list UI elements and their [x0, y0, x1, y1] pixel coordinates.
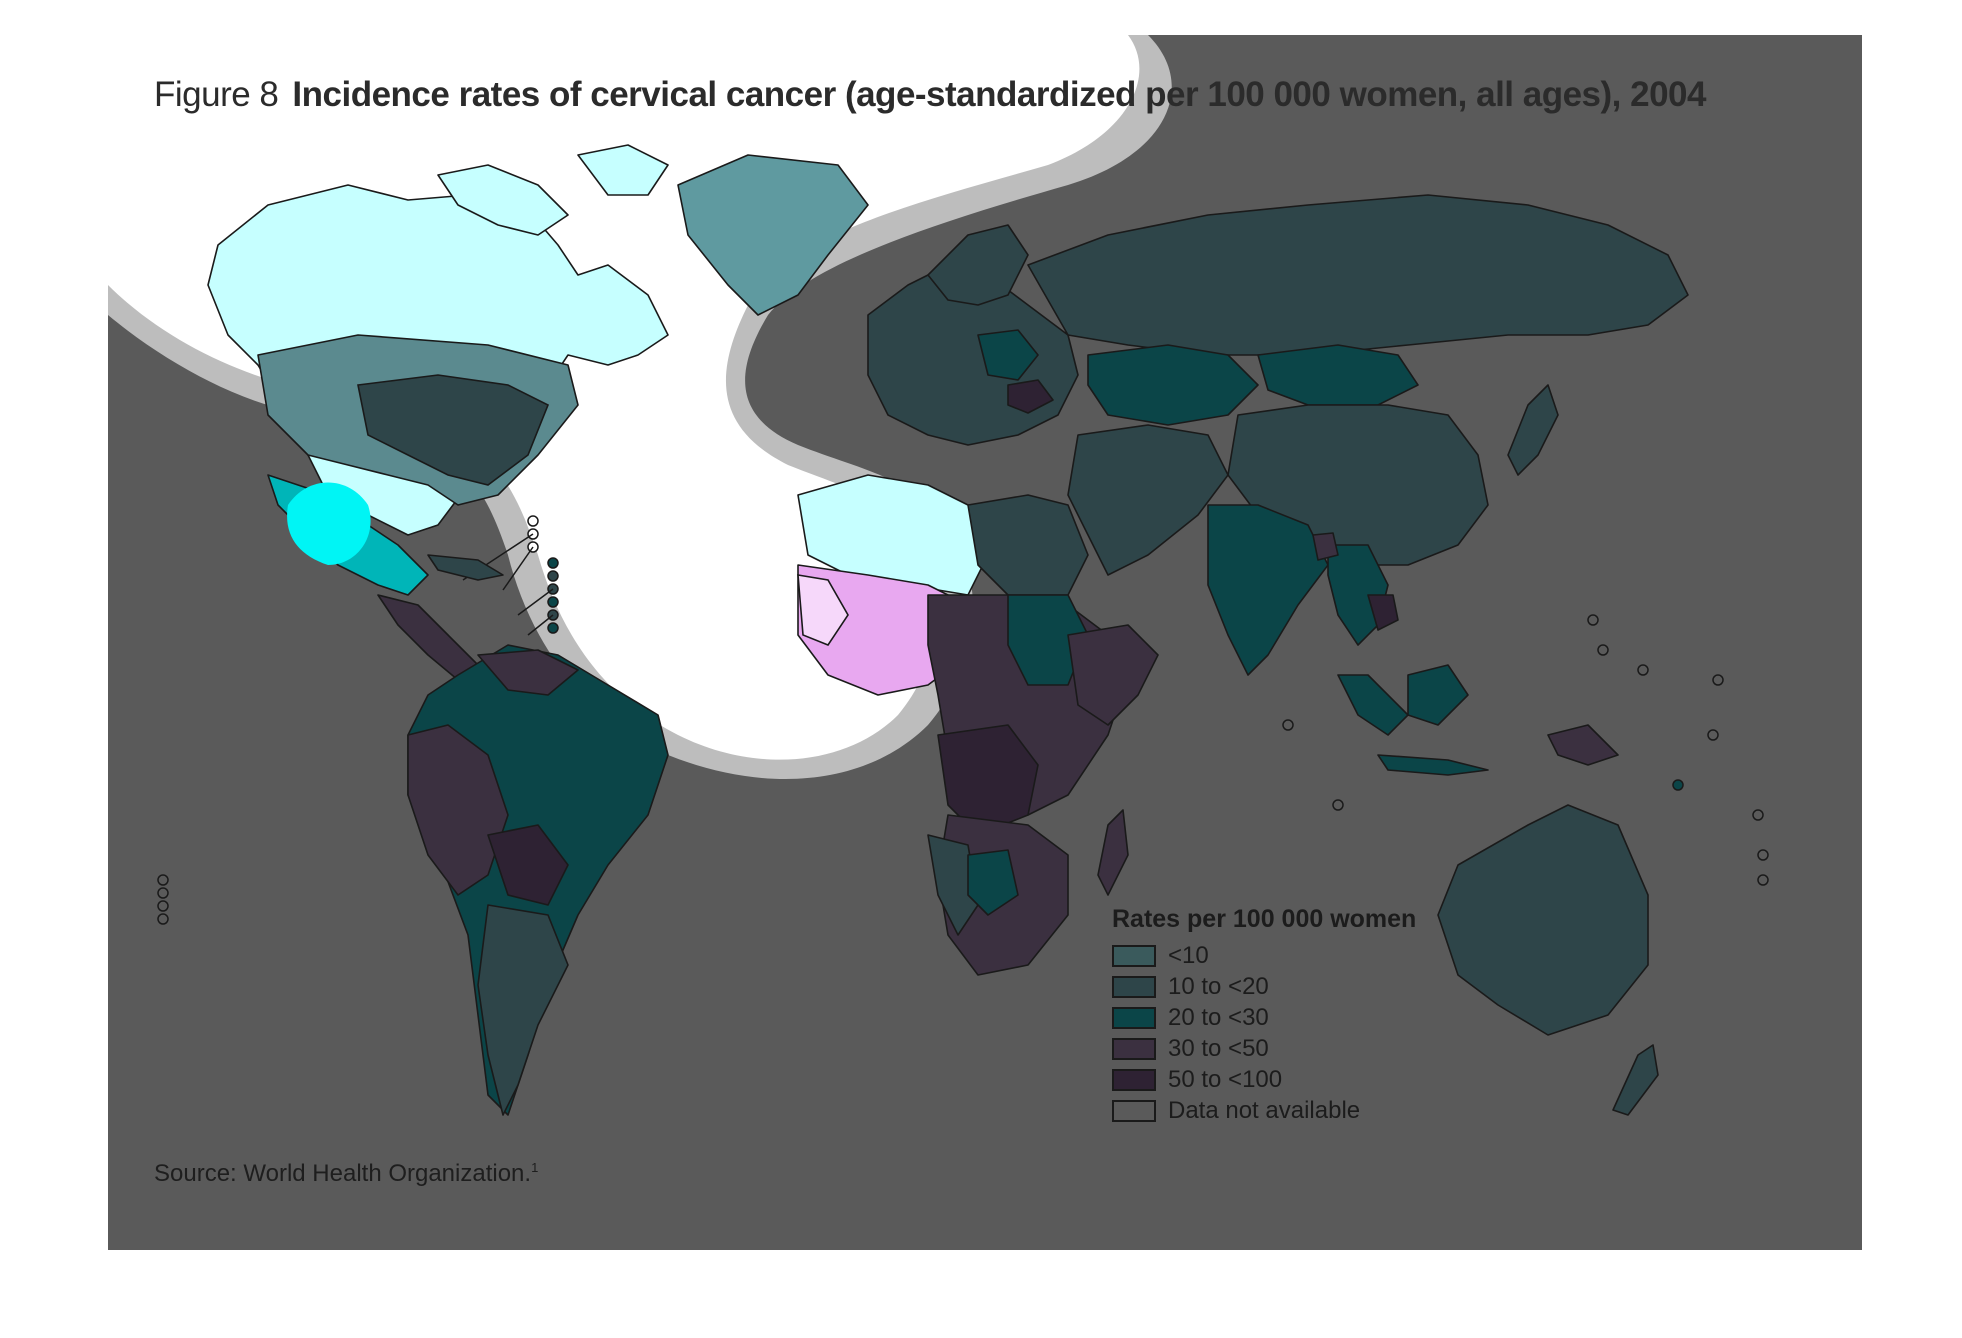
figure-title-text: Incidence rates of cervical cancer (age-…: [292, 75, 1706, 114]
region-cambodia: [1367, 594, 1399, 631]
region-venezuela: [477, 649, 579, 696]
legend-swatch-20-30: [1112, 1006, 1156, 1029]
region-madagascar: [1097, 809, 1129, 896]
region-new-zealand: [1612, 1044, 1659, 1116]
region-papua: [1547, 724, 1619, 766]
legend-label-50-100: 50 to <100: [1168, 1065, 1283, 1093]
legend-swatch-lt10: [1112, 944, 1156, 967]
region-drc: [937, 724, 1039, 836]
region-southeast-asia: [1327, 544, 1389, 646]
legend-swatch-10-20: [1112, 975, 1156, 998]
region-mongolia: [1257, 344, 1419, 406]
region-java: [1377, 754, 1489, 776]
source-ref: 1: [531, 1160, 539, 1175]
region-scandinavia: [927, 224, 1029, 306]
region-east-africa: [1067, 624, 1159, 726]
legend-item-30-50: 30 to <50: [1112, 1033, 1472, 1064]
caribbean-islands: [462, 515, 559, 636]
region-arctic-islands-2: [577, 144, 669, 196]
legend-label-10-20: 10 to <20: [1168, 972, 1269, 1000]
map-legend: Rates per 100 000 women <10 10 to <20 20…: [1112, 905, 1472, 1126]
legend-item-10-20: 10 to <20: [1112, 971, 1472, 1002]
region-namibia: [927, 834, 979, 936]
region-bolivia: [487, 824, 569, 906]
legend-label-20-30: 20 to <30: [1168, 1003, 1269, 1031]
pacific-islands: [1282, 614, 1769, 886]
region-middle-east: [1067, 424, 1229, 576]
region-central-america: [377, 594, 479, 681]
legend-label-lt10: <10: [1168, 941, 1209, 969]
legend-item-20-30: 20 to <30: [1112, 1002, 1472, 1033]
region-andes: [407, 724, 509, 896]
region-cuba: [427, 554, 504, 581]
region-sudan: [1007, 594, 1089, 686]
legend-item-50-100: 50 to <100: [1112, 1064, 1472, 1095]
atlantic-islands: [157, 874, 169, 925]
legend-swatch-30-50: [1112, 1037, 1156, 1060]
region-russia: [1027, 194, 1689, 356]
source-text: Source: World Health Organization.: [154, 1160, 532, 1187]
region-usa-east: [357, 374, 550, 486]
legend-label-30-50: 30 to <50: [1168, 1034, 1269, 1062]
region-romania: [1007, 379, 1054, 414]
region-eastern-europe: [977, 329, 1039, 381]
legend-swatch-50-100: [1112, 1068, 1156, 1091]
region-borneo: [1407, 664, 1469, 726]
source-note: Source: World Health Organization.1: [154, 1160, 538, 1188]
region-greenland: [677, 154, 869, 316]
world-map: [108, 35, 1769, 1116]
figure-label: Figure 8: [154, 75, 279, 114]
region-india: [1207, 504, 1329, 676]
region-argentina: [477, 904, 569, 1116]
region-japan: [1507, 384, 1559, 476]
region-arctic-islands: [437, 164, 569, 236]
region-australia: [1437, 804, 1649, 1036]
legend-title: Rates per 100 000 women: [1112, 905, 1417, 933]
legend-item-na: Data not available: [1112, 1095, 1472, 1126]
region-central-asia: [1087, 344, 1259, 426]
region-botswana: [967, 849, 1019, 916]
map-figure: Figure 8 Incidence rates of cervical canc…: [108, 35, 1862, 1250]
legend-swatch-na: [1112, 1099, 1156, 1122]
region-egypt-libya: [967, 494, 1089, 596]
legend-label-na: Data not available: [1168, 1096, 1361, 1124]
region-north-africa: [797, 474, 989, 596]
legend-item-lt10: <10: [1112, 940, 1472, 971]
region-mexico-glow: [287, 482, 371, 565]
figure-title: Figure 8 Incidence rates of cervical canc…: [154, 75, 1706, 115]
region-indonesia: [1337, 674, 1409, 736]
region-west-africa-coast: [797, 574, 849, 646]
region-bangladesh: [1312, 532, 1339, 561]
